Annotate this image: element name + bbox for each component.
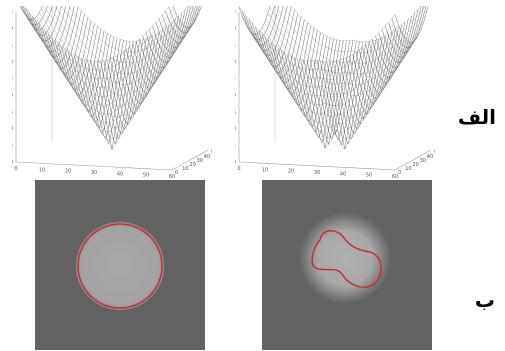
surface-right-x-tick: 10 (262, 167, 268, 173)
surface-left-z-tick: 25 (12, 43, 13, 49)
segmentation-image-left (35, 180, 205, 350)
surface-left-z-tick: 20 (12, 60, 13, 66)
surface-right-z-tick: 30 (235, 26, 236, 32)
surface-left-z-tick: 5 (12, 110, 13, 116)
surface-right-z-tick: 15 (235, 76, 236, 82)
surface-plot-right: -10-505101520253035010203040506001020304… (235, 6, 435, 178)
surface-right-z-tick: -5 (235, 143, 236, 149)
surface-left-y-tick: 50 (211, 150, 212, 156)
surface-left-axes: -10-505101520253035010203040506001020304… (12, 6, 212, 178)
surface-right-axes: -10-505101520253035010203040506001020304… (235, 6, 435, 178)
surface-right-x-tick: 20 (288, 169, 294, 175)
surface-right-y-tick: 20 (412, 162, 418, 168)
surface-left-z-tick: -10 (12, 160, 13, 166)
surface-left-x-tick: 10 (39, 167, 45, 173)
surface-plot-left: -10-505101520253035010203040506001020304… (12, 6, 212, 178)
surface-right-mesh (238, 6, 429, 150)
row-label-top: الف (457, 105, 496, 129)
surface-right-z-tick: 35 (235, 10, 236, 16)
surface-plot-left-canvas: -10-505101520253035010203040506001020304… (12, 6, 212, 178)
surface-right-z-tick: 5 (235, 110, 236, 116)
surface-left-z-tick: 15 (12, 76, 13, 82)
surface-right-x-tick: 30 (314, 170, 320, 176)
surface-right-z-tick: 20 (235, 60, 236, 66)
surface-right-x-tick: 40 (340, 171, 346, 177)
contour-bean (311, 230, 382, 288)
segmentation-image-right (262, 180, 432, 350)
row-label-bottom: ب (474, 288, 495, 312)
surface-left-z-tick: 10 (12, 93, 13, 99)
surface-right-x-tick: 0 (237, 166, 240, 172)
surface-left-x-tick: 0 (14, 166, 17, 172)
surface-right-z-tick: 0 (235, 126, 236, 132)
surface-right-x-tick: 60 (392, 174, 398, 178)
surface-left-y-tick: 40 (204, 154, 210, 160)
contour-circle (77, 223, 163, 309)
surface-plot-right-canvas: -10-505101520253035010203040506001020304… (235, 6, 435, 178)
surface-left-x-tick: 30 (91, 170, 97, 176)
surface-left-x-tick: 50 (143, 173, 149, 178)
surface-left-y-tick: 20 (189, 162, 195, 168)
surface-right-y-tick: 50 (434, 150, 435, 156)
surface-right-y-tick: 0 (398, 170, 401, 176)
surface-right-z-tick: 25 (235, 43, 236, 49)
surface-right-z-tick: 10 (235, 93, 236, 99)
surface-left-x-tick: 40 (117, 171, 123, 177)
surface-left-x-tick: 60 (169, 174, 175, 178)
surface-left-mesh (20, 6, 202, 150)
surface-left-z-tick: 30 (12, 26, 13, 32)
surface-left-x-tick: 20 (65, 169, 71, 175)
surface-left-z-tick: -5 (12, 143, 13, 149)
surface-left-y-tick: 30 (197, 158, 203, 164)
surface-right-z-tick: -10 (235, 160, 236, 166)
surface-left-y-tick: 10 (182, 166, 188, 172)
surface-right-x-tick: 50 (366, 173, 372, 178)
surface-left-z-tick: 0 (12, 126, 13, 132)
surface-left-y-tick: 0 (175, 170, 178, 176)
surface-right-y-tick: 40 (427, 154, 433, 160)
surface-right-y-tick: 10 (405, 166, 411, 172)
surface-right-y-tick: 30 (420, 158, 426, 164)
surface-left-z-tick: 35 (12, 10, 13, 16)
